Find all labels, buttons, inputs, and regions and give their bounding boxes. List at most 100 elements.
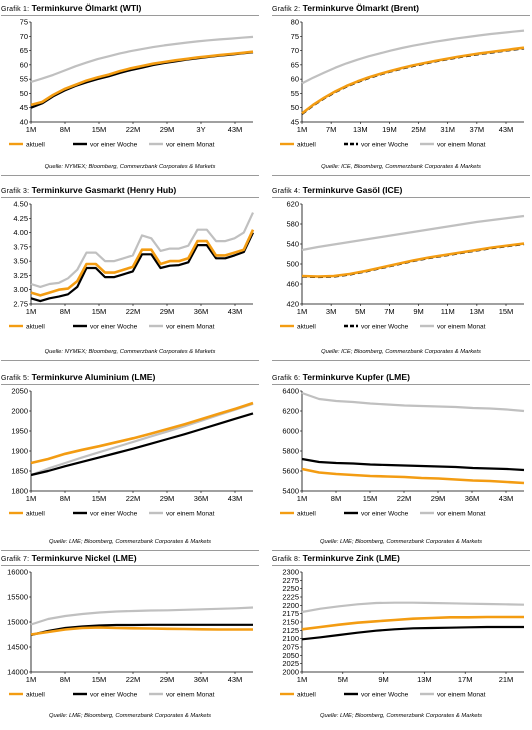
axes: 14000 14500 15000 15500 16000 1M 8M 15M 22M 29M 36… [7, 568, 253, 684]
y-tick-label: 75 [20, 18, 28, 27]
chart-number: Grafik 8: [272, 556, 301, 563]
chart-panel-nickel: Grafik 7: Terminkurve Nickel (LME) 14000… [1, 552, 261, 730]
chart-panel-wti: Grafik 1: Terminkurve Ölmarkt (WTI) 40 45… [1, 2, 261, 180]
chart-source: Quelle: NYMEX; Bloomberg, Commerzbank Co… [44, 164, 216, 170]
legend: aktuell vor einer Woche vor einem Monat [280, 511, 486, 518]
x-tick-label: 13M [470, 307, 485, 316]
x-tick-label: 8M [60, 307, 70, 316]
x-tick-label: 21M [499, 675, 514, 684]
legend-label-current: aktuell [297, 511, 316, 518]
y-tick-label: 540 [286, 240, 299, 249]
line-chart: 14000 14500 15000 15500 16000 1M 8M 15M 22M 29M 36… [7, 568, 254, 699]
axes: 2000202520502075210021252150217522002225… [282, 568, 524, 684]
x-tick-label: 1M [297, 125, 307, 134]
y-tick-label: 2275 [282, 576, 299, 585]
x-tick-label: 1M [297, 675, 307, 684]
y-tick-label: 15000 [7, 618, 28, 627]
legend: aktuell vor einer Woche vor einem Monat [9, 324, 215, 331]
y-tick-label: 15500 [7, 593, 28, 602]
series-line-current [30, 401, 254, 465]
chart-title: Grafik 4: Terminkurve Gasöl (ICE) [272, 184, 530, 198]
chart-number: Grafik 1: [1, 6, 30, 13]
y-tick-label: 420 [286, 300, 299, 309]
y-tick-label: 2.75 [13, 300, 28, 309]
legend: aktuell vor einer Woche vor einem Monat [280, 692, 486, 699]
y-tick-label: 3.50 [13, 257, 28, 266]
x-tick-label: 5M [338, 675, 348, 684]
y-tick-label: 580 [286, 220, 299, 229]
legend: aktuell vor einer Woche vor einem Monat [280, 324, 486, 331]
y-tick-label: 4.00 [13, 228, 28, 237]
line-chart: 1800 1850 1900 1950 2000 2050 1M 8M 15M 22M 29M 36M… [9, 387, 254, 518]
x-tick-label: 7M [384, 307, 394, 316]
series-line-current [30, 50, 254, 107]
legend-label-month: vor einem Monat [166, 142, 215, 149]
chart-title-text: Terminkurve Kupfer (LME) [302, 372, 410, 382]
series-line-current [30, 626, 253, 636]
legend: aktuell vor einer Woche vor einem Monat [280, 142, 486, 149]
legend-label-month: vor einem Monat [437, 142, 486, 149]
x-tick-label: 15M [499, 307, 514, 316]
chart-title: Grafik 7: Terminkurve Nickel (LME) [1, 552, 259, 566]
x-tick-label: 9M [413, 307, 423, 316]
series-line-current [301, 467, 525, 485]
chart-title-text: Terminkurve Ölmarkt (WTI) [31, 3, 142, 13]
axes: 420 460 500 540 580 620 1M 3M 5M 7M 9M 11M 13M 15M [286, 200, 524, 316]
x-tick-label: 36M [194, 675, 209, 684]
x-tick-label: 22M [126, 307, 141, 316]
chart-number: Grafik 2: [272, 6, 301, 13]
legend-label-week: vor einer Woche [90, 511, 138, 518]
y-tick-label: 5600 [282, 467, 299, 476]
chart-title: Grafik 3: Terminkurve Gasmarkt (Henry Hu… [1, 184, 259, 198]
x-tick-label: 1M [26, 675, 36, 684]
x-tick-label: 15M [92, 675, 107, 684]
legend-label-week: vor einer Woche [361, 324, 409, 331]
line-chart: 420 460 500 540 580 620 1M 3M 5M 7M 9M 11M 13M 15M akt… [280, 200, 525, 331]
y-tick-label: 65 [291, 60, 299, 69]
series-line-week [301, 457, 525, 472]
x-tick-label: 29M [431, 494, 446, 503]
chart-title: Grafik 8: Terminkurve Zink (LME) [272, 552, 530, 566]
line-chart: 40 45 50 55 60 65 70 75 1M 8M 15M 22M 29M 3Y 43M aktuel… [9, 18, 254, 149]
legend-label-month: vor einem Monat [437, 692, 486, 699]
divider [272, 175, 530, 176]
y-tick-label: 620 [286, 200, 299, 209]
line-chart: 45 50 55 60 65 70 75 80 1M 7M 13M 19M 25M 31M 37M 43M ak… [280, 18, 525, 149]
y-tick-label: 80 [291, 18, 299, 27]
x-tick-label: 36M [465, 494, 480, 503]
series-line-current [30, 229, 255, 297]
y-tick-label: 2000 [282, 668, 299, 677]
x-tick-label: 22M [126, 125, 141, 134]
y-tick-label: 5400 [282, 487, 299, 496]
y-tick-label: 2050 [11, 387, 28, 396]
legend-label-current: aktuell [26, 142, 45, 149]
chart-source: Quelle: ICE, Bloomberg, Commerzbank Corp… [321, 164, 481, 170]
y-tick-label: 3.75 [13, 242, 28, 251]
x-tick-label: 9M [378, 675, 388, 684]
legend-label-month: vor einem Monat [166, 511, 215, 518]
chart-title: Grafik 2: Terminkurve Ölmarkt (Brent) [272, 2, 530, 16]
chart-number: Grafik 4: [272, 188, 301, 195]
series-line-week [301, 47, 525, 115]
x-tick-label: 43M [499, 125, 514, 134]
divider [1, 360, 259, 361]
y-tick-label: 70 [20, 32, 28, 41]
x-tick-label: 37M [470, 125, 485, 134]
legend: aktuell vor einer Woche vor einem Monat [9, 142, 215, 149]
x-tick-label: 43M [228, 675, 243, 684]
legend-label-current: aktuell [26, 511, 45, 518]
x-tick-label: 22M [126, 494, 141, 503]
y-tick-label: 2050 [282, 651, 299, 660]
y-tick-label: 45 [291, 118, 299, 127]
y-tick-label: 2075 [282, 643, 299, 652]
legend: aktuell vor einer Woche vor einem Monat [9, 511, 215, 518]
legend-label-current: aktuell [26, 324, 45, 331]
series-line-month [301, 601, 525, 614]
x-tick-label: 8M [60, 494, 70, 503]
legend-label-month: vor einem Monat [437, 324, 486, 331]
x-tick-label: 15M [363, 494, 378, 503]
y-tick-label: 2225 [282, 593, 299, 602]
x-tick-label: 13M [417, 675, 432, 684]
line-chart: 2.75 3.00 3.25 3.50 3.75 4.00 4.25 4.50 1M 8M 15M 2… [9, 200, 255, 331]
y-tick-label: 50 [20, 89, 28, 98]
